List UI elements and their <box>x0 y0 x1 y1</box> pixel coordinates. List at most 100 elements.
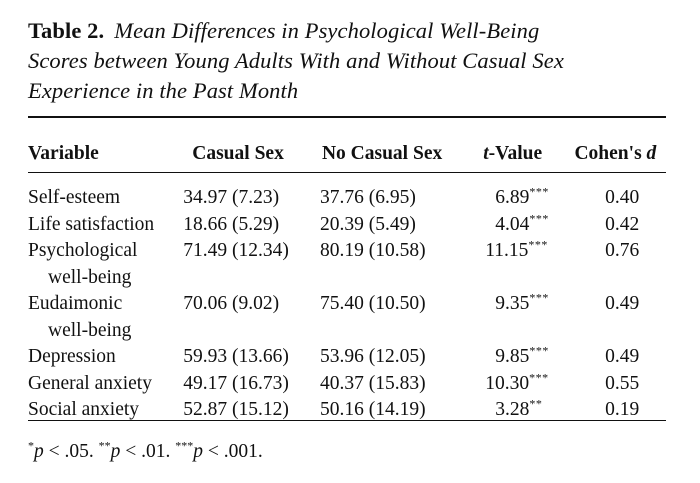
cell-t-value: 9.35*** <box>471 291 566 344</box>
header-row: Variable Casual Sex No Casual Sex t-Valu… <box>28 139 668 169</box>
cell-casual-sex: 59.93 (13.66) <box>183 346 289 367</box>
t-value-number: 9.35 <box>495 293 530 314</box>
significance-stars: *** <box>528 237 548 252</box>
cell-t-value: 4.04*** <box>471 212 566 239</box>
t-value-wrap: 9.85*** <box>471 344 557 371</box>
significance-stars: *** <box>529 184 549 199</box>
caption-title-line-2: Scores between Young Adults With and Wit… <box>28 48 564 73</box>
t-value-wrap: 6.89*** <box>471 185 557 212</box>
variable-label: Life satisfaction <box>28 213 155 235</box>
cell-variable: General anxiety <box>28 371 183 398</box>
significance-stars: *** <box>529 370 549 384</box>
header-t-italic: t <box>483 143 489 164</box>
t-value-wrap: 9.35*** <box>471 291 557 318</box>
significance-stars: *** <box>529 211 549 225</box>
significance-stars: ** <box>529 396 543 411</box>
table-row: Social anxiety 52.87 (15.12) 50.16 (14.19)… <box>28 397 668 424</box>
header-no-casual-sex: No Casual Sex <box>321 143 443 164</box>
t-value-wrap: 10.30*** <box>471 371 557 398</box>
caption-title-line-3: Experience in the Past Month <box>28 78 299 103</box>
t-value-wrap: 11.15*** <box>471 238 557 265</box>
cell-cohens-d: 0.76 <box>605 240 640 261</box>
t-value-wrap: 4.04*** <box>471 212 557 239</box>
cell-variable: Life satisfaction <box>28 212 183 239</box>
header-t-rest: -Value <box>488 143 543 164</box>
cell-no-casual-sex: 50.16 (14.19) <box>319 399 426 420</box>
variable-label: General anxiety <box>28 372 152 394</box>
t-value-number: 4.04 <box>495 213 530 235</box>
table-caption: Table 2. Mean Differences in Psychologica… <box>28 16 674 106</box>
table-footnote: *p < .05. **p < .01. ***p < .001. <box>28 438 263 463</box>
cell-casual-sex: 34.97 (7.23) <box>183 187 280 208</box>
t-value-number: 6.89 <box>495 187 530 208</box>
variable-label-continued: well-being <box>48 319 132 341</box>
cell-no-casual-sex: 37.76 (6.95) <box>319 187 416 208</box>
table-row: Life satisfaction 18.66 (5.29) 20.39 (5.49… <box>28 212 668 239</box>
variable-label-continued: well-being <box>48 266 132 288</box>
cell-variable: Depression <box>28 344 183 371</box>
cell-cohens-d: 0.42 <box>605 213 640 235</box>
significance-stars: *** <box>529 343 549 358</box>
header-rule <box>28 172 666 173</box>
cell-no-casual-sex: 53.96 (12.05) <box>319 346 426 367</box>
variable-label: Psychological <box>28 240 138 261</box>
cell-cohens-d: 0.49 <box>605 346 640 367</box>
cell-casual-sex: 18.66 (5.29) <box>183 213 280 235</box>
caption-title-line-1: Mean Differences in Psychological Well-B… <box>114 18 540 43</box>
table-row: Eudaimonic well-being 70.06 (9.02) 75.40 (1… <box>28 291 668 344</box>
table-row: Psychological well-being 71.49 (12.34) 80.1… <box>28 238 668 291</box>
header-cohens-d-italic: d <box>646 143 657 164</box>
cell-t-value: 11.15*** <box>471 238 566 291</box>
t-value-wrap: 3.28** <box>471 397 557 424</box>
variable-label: Eudaimonic <box>28 293 123 314</box>
cell-cohens-d: 0.40 <box>605 187 640 208</box>
footnote-star-3: *** <box>175 438 194 453</box>
header-cohens-prefix: Cohen's <box>574 143 647 164</box>
cell-no-casual-sex: 80.19 (10.58) <box>319 240 426 261</box>
cell-t-value: 9.85*** <box>471 344 566 371</box>
variable-label: Depression <box>28 346 116 367</box>
footnote-p-3: p <box>193 441 203 462</box>
t-value-number: 11.15 <box>485 240 529 261</box>
cell-t-value: 10.30*** <box>471 371 566 398</box>
footnote-star-2: ** <box>98 438 111 453</box>
footnote-star-1: * <box>28 438 34 453</box>
cell-t-value: 6.89*** <box>471 185 566 212</box>
footnote-p-1: p <box>34 441 44 462</box>
variable-label: Social anxiety <box>28 399 140 420</box>
table-body: Self-esteem 34.97 (7.23) 37.76 (6.95) 6.89*… <box>28 169 668 424</box>
header-variable: Variable <box>28 143 99 164</box>
cell-cohens-d: 0.49 <box>605 293 640 314</box>
data-table: Variable Casual Sex No Casual Sex t-Valu… <box>28 139 668 424</box>
footnote-value-3: < .001. <box>203 441 263 462</box>
table-row: Self-esteem 34.97 (7.23) 37.76 (6.95) 6.89*… <box>28 185 668 212</box>
significance-stars: *** <box>529 290 549 305</box>
cell-casual-sex: 49.17 (16.73) <box>183 372 289 394</box>
cell-variable: Psychological well-being <box>28 238 183 291</box>
table-figure: Table 2. Mean Differences in Psychologica… <box>28 16 674 462</box>
footnote-p-2: p <box>110 441 121 462</box>
t-value-number: 3.28 <box>495 399 530 420</box>
cell-cohens-d: 0.55 <box>605 372 640 394</box>
footnote-value-1: < .05. <box>43 441 99 462</box>
header-casual-sex: Casual Sex <box>192 143 284 164</box>
cell-variable: Self-esteem <box>28 185 183 212</box>
t-value-number: 10.30 <box>485 372 530 394</box>
t-value-number: 9.85 <box>495 346 530 367</box>
table-number: Table 2. <box>28 18 105 43</box>
cell-casual-sex: 70.06 (9.02) <box>183 293 280 314</box>
cell-cohens-d: 0.19 <box>605 399 640 420</box>
variable-label: Self-esteem <box>28 187 121 208</box>
table-row: General anxiety 49.17 (16.73) 40.37 (15.83… <box>28 371 668 398</box>
caption-line-1: Table 2. Mean Differences in Psychologica… <box>28 16 674 46</box>
cell-variable: Eudaimonic well-being <box>28 291 183 344</box>
top-rule <box>28 116 666 118</box>
table-row: Depression 59.93 (13.66) 53.96 (12.05) 9.85… <box>28 344 668 371</box>
header-t-value: t-Value <box>471 139 566 169</box>
cell-casual-sex: 52.87 (15.12) <box>183 399 289 420</box>
cell-no-casual-sex: 75.40 (10.50) <box>319 293 426 314</box>
footnote-value-2: < .01. <box>120 441 176 462</box>
header-cohens-d: Cohen's d <box>566 139 668 169</box>
cell-no-casual-sex: 20.39 (5.49) <box>319 213 416 235</box>
bottom-rule <box>28 420 666 421</box>
